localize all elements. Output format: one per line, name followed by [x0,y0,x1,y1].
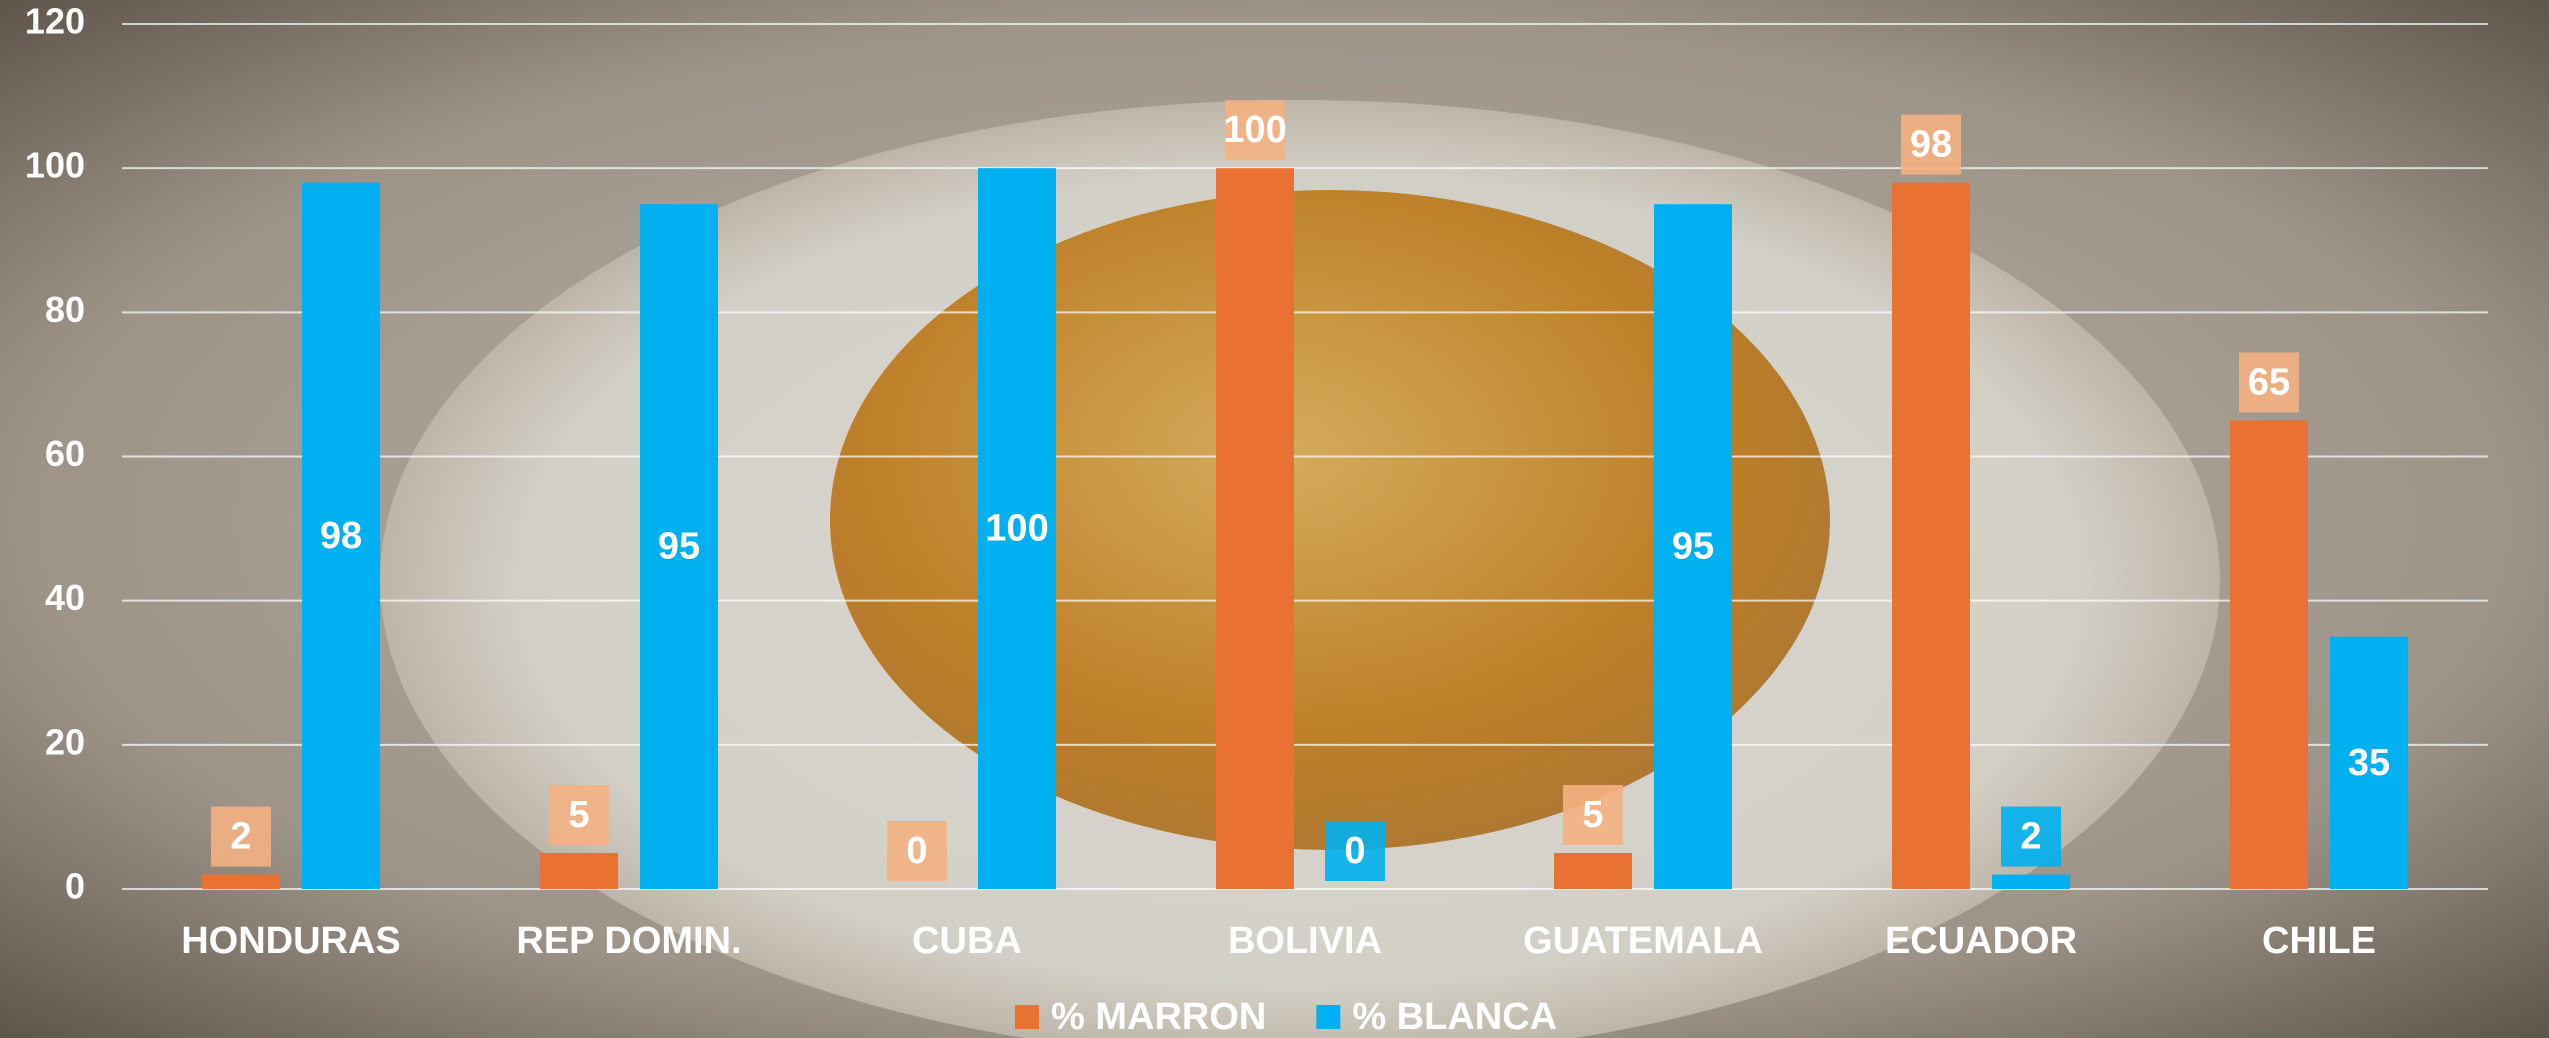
data-label-box [1901,114,1961,175]
y-tick-label: 120 [25,1,85,42]
y-tick-label: 20 [45,721,85,762]
data-label: 98 [320,515,362,557]
bar [2330,636,2408,889]
data-label-box [2239,352,2299,413]
bar [1216,168,1294,889]
bar [540,852,618,889]
bar [1654,204,1732,890]
y-tick-label: 0 [65,866,85,907]
x-tick-label: CHILE [2262,920,2376,962]
bar [2230,420,2308,889]
bar [1554,852,1632,889]
data-label: 100 [985,508,1048,550]
data-label-box [887,821,947,881]
data-label-box [2001,806,2061,867]
x-tick-label: REP DOMIN. [516,920,741,962]
bar [978,168,1056,889]
data-label-box [549,784,609,845]
y-tick-label: 40 [45,577,85,618]
data-label: 2 [2020,816,2041,858]
bar [640,204,718,890]
x-tick-label: BOLIVIA [1228,920,1382,962]
data-label: 65 [2248,361,2290,403]
legend-swatch [1015,1005,1039,1029]
bar [202,874,280,889]
x-tick-label: ECUADOR [1885,920,2077,962]
legend-label: % MARRON [1051,996,1266,1038]
data-label-box [1325,821,1385,881]
legend-swatch [1316,1005,1341,1029]
egg-yolk [830,190,1830,850]
data-label: 5 [1582,794,1603,836]
x-tick-label: CUBA [912,920,1022,962]
x-tick-label: GUATEMALA [1523,920,1763,962]
data-label-box [1563,784,1623,845]
data-label: 0 [1344,830,1365,872]
x-tick-label: HONDURAS [181,920,401,962]
data-label: 2 [230,816,251,858]
data-label: 95 [1672,526,1714,568]
data-label-box [1225,100,1285,161]
data-label: 100 [1223,109,1286,151]
bar [302,182,380,890]
legend-label: % BLANCA [1352,996,1557,1038]
data-label: 0 [906,830,927,872]
y-tick-label: 100 [25,145,85,186]
data-label-box [211,806,271,867]
y-tick-label: 60 [45,433,85,474]
data-label: 35 [2348,742,2390,784]
data-label: 98 [1910,124,1952,166]
y-tick-label: 80 [45,289,85,330]
data-label: 5 [568,794,589,836]
bar [1892,182,1970,890]
bar [1992,874,2070,889]
data-label: 95 [658,526,700,568]
